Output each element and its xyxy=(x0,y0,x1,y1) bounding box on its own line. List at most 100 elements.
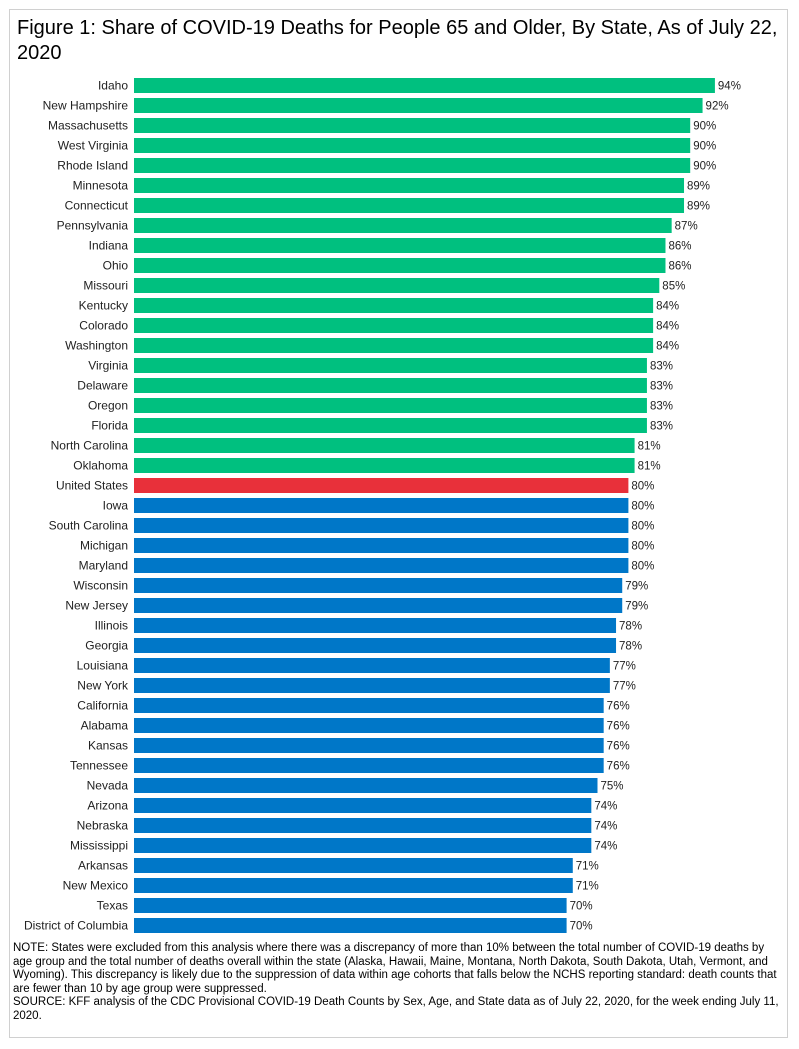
bar-rhode-island xyxy=(134,158,691,173)
bar-maryland xyxy=(134,558,629,573)
bar-north-carolina xyxy=(134,438,635,453)
value-label-arizona: 74% xyxy=(594,801,617,813)
category-label-connecticut: Connecticut xyxy=(65,199,129,213)
bar-kansas xyxy=(134,738,604,753)
bar-nevada xyxy=(134,778,598,793)
category-label-kansas: Kansas xyxy=(88,739,128,753)
value-label-rhode-island: 90% xyxy=(693,161,716,173)
value-label-district-of-columbia: 70% xyxy=(570,921,593,933)
value-label-idaho: 94% xyxy=(718,81,741,93)
category-label-arkansas: Arkansas xyxy=(78,859,128,873)
value-label-alabama: 76% xyxy=(607,721,630,733)
category-label-iowa: Iowa xyxy=(103,499,129,513)
bar-louisiana xyxy=(134,658,610,673)
category-label-south-carolina: South Carolina xyxy=(49,519,129,533)
category-label-pennsylvania: Pennsylvania xyxy=(57,219,129,233)
value-label-maryland: 80% xyxy=(631,561,654,573)
category-label-minnesota: Minnesota xyxy=(73,179,129,193)
category-label-illinois: Illinois xyxy=(95,619,128,633)
category-label-california: California xyxy=(77,699,128,713)
bar-pennsylvania xyxy=(134,218,672,233)
category-label-georgia: Georgia xyxy=(85,639,128,653)
category-label-new-hampshire: New Hampshire xyxy=(43,99,129,113)
bar-chart: Idaho 94% New Hampshire 92% Massachusetts 90%… xyxy=(24,78,741,933)
bar-united-states xyxy=(134,478,629,493)
value-label-delaware: 83% xyxy=(650,381,673,393)
value-label-colorado: 84% xyxy=(656,321,679,333)
value-label-nebraska: 74% xyxy=(594,821,617,833)
category-label-district-of-columbia: District of Columbia xyxy=(24,919,128,933)
value-label-massachusetts: 90% xyxy=(693,121,716,133)
category-label-wisconsin: Wisconsin xyxy=(73,579,128,593)
category-label-new-york: New York xyxy=(77,679,129,693)
category-label-indiana: Indiana xyxy=(89,239,129,253)
value-label-oklahoma: 81% xyxy=(638,461,661,473)
value-label-virginia: 83% xyxy=(650,361,673,373)
value-label-south-carolina: 80% xyxy=(631,521,654,533)
bar-oklahoma xyxy=(134,458,635,473)
value-label-united-states: 80% xyxy=(631,481,654,493)
bar-georgia xyxy=(134,638,617,653)
value-label-georgia: 78% xyxy=(619,641,642,653)
category-label-new-jersey: New Jersey xyxy=(65,599,128,613)
value-label-louisiana: 77% xyxy=(613,661,636,673)
category-label-alabama: Alabama xyxy=(81,719,129,733)
value-label-minnesota: 89% xyxy=(687,181,710,193)
bar-district-of-columbia xyxy=(134,918,567,933)
category-label-florida: Florida xyxy=(91,419,128,433)
category-label-arizona: Arizona xyxy=(87,799,128,813)
value-label-north-carolina: 81% xyxy=(638,441,661,453)
value-label-connecticut: 89% xyxy=(687,201,710,213)
category-label-rhode-island: Rhode Island xyxy=(57,159,128,173)
bar-illinois xyxy=(134,618,617,633)
value-label-tennessee: 76% xyxy=(607,761,630,773)
bar-minnesota xyxy=(134,178,685,193)
bar-new-york xyxy=(134,678,610,693)
category-label-west-virginia: West Virginia xyxy=(58,139,129,153)
bar-kentucky xyxy=(134,298,654,313)
footnotes: NOTE: States were excluded from this ana… xyxy=(13,942,783,1023)
category-label-missouri: Missouri xyxy=(83,279,128,293)
value-label-new-york: 77% xyxy=(613,681,636,693)
value-label-new-mexico: 71% xyxy=(576,881,599,893)
category-label-virginia: Virginia xyxy=(88,359,128,373)
bar-west-virginia xyxy=(134,138,691,153)
bar-wisconsin xyxy=(134,578,623,593)
value-label-iowa: 80% xyxy=(631,501,654,513)
bar-california xyxy=(134,698,604,713)
value-label-west-virginia: 90% xyxy=(693,141,716,153)
value-label-new-hampshire: 92% xyxy=(706,101,729,113)
value-label-kansas: 76% xyxy=(607,741,630,753)
value-label-florida: 83% xyxy=(650,421,673,433)
bar-arizona xyxy=(134,798,592,813)
category-label-colorado: Colorado xyxy=(79,319,128,333)
category-label-tennessee: Tennessee xyxy=(70,759,128,773)
bar-massachusetts xyxy=(134,118,691,133)
value-label-pennsylvania: 87% xyxy=(675,221,698,233)
bar-ohio xyxy=(134,258,666,273)
value-label-oregon: 83% xyxy=(650,401,673,413)
value-label-texas: 70% xyxy=(570,901,593,913)
bar-new-mexico xyxy=(134,878,573,893)
bar-connecticut xyxy=(134,198,685,213)
bar-south-carolina xyxy=(134,518,629,533)
bar-virginia xyxy=(134,358,647,373)
chart-title: Figure 1: Share of COVID-19 Deaths for P… xyxy=(17,17,778,64)
value-label-california: 76% xyxy=(607,701,630,713)
category-label-nevada: Nevada xyxy=(87,779,129,793)
value-label-ohio: 86% xyxy=(668,261,691,273)
value-label-nevada: 75% xyxy=(601,781,624,793)
bar-delaware xyxy=(134,378,647,393)
value-label-wisconsin: 79% xyxy=(625,581,648,593)
category-label-oregon: Oregon xyxy=(88,399,128,413)
bar-florida xyxy=(134,418,647,433)
bar-michigan xyxy=(134,538,629,553)
value-label-illinois: 78% xyxy=(619,621,642,633)
category-label-michigan: Michigan xyxy=(80,539,128,553)
category-label-texas: Texas xyxy=(97,899,128,913)
bar-iowa xyxy=(134,498,629,513)
bar-new-hampshire xyxy=(134,98,703,113)
category-label-united-states: United States xyxy=(56,479,128,493)
bar-nebraska xyxy=(134,818,592,833)
bar-indiana xyxy=(134,238,666,253)
